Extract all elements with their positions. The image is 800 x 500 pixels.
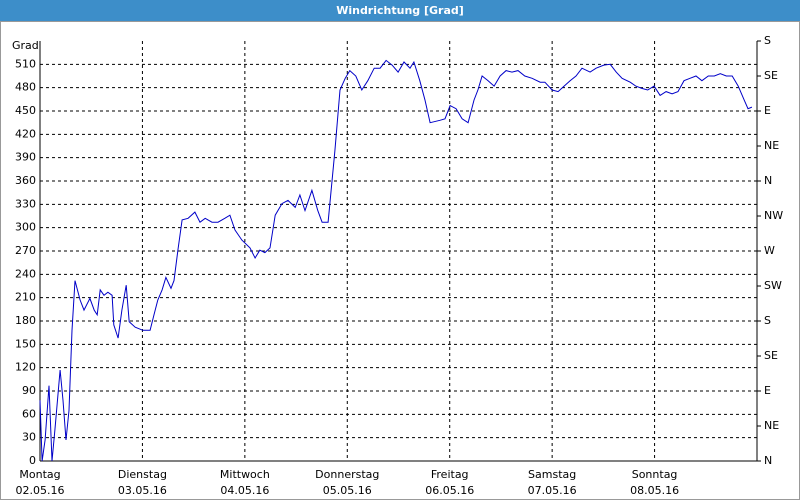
x-tick-label: Sonntag [632, 468, 678, 481]
x-tick-label: Samstag [528, 468, 576, 481]
y-tick-label: 420 [15, 127, 36, 140]
x-tick-label: Mittwoch [220, 468, 270, 481]
y2-tick-label: N [764, 454, 772, 467]
y-tick-label: 480 [15, 81, 36, 94]
y2-tick-label: NW [764, 209, 783, 222]
y2-tick-label: SE [764, 349, 778, 362]
y-tick-label: 390 [15, 151, 36, 164]
y-tick-label: 150 [15, 337, 36, 350]
x-tick-date: 04.05.16 [220, 484, 269, 497]
y2-tick-label: SE [764, 69, 778, 82]
y-tick-label: 270 [15, 244, 36, 257]
y-tick-label: 360 [15, 174, 36, 187]
y2-tick-label: S [764, 314, 771, 327]
x-tick-date: 05.05.16 [323, 484, 372, 497]
x-tick-date: 06.05.16 [425, 484, 474, 497]
x-tick-date: 08.05.16 [630, 484, 679, 497]
x-tick-date: 03.05.16 [118, 484, 167, 497]
y-tick-label: 180 [15, 314, 36, 327]
y2-tick-label: NE [764, 139, 779, 152]
y-tick-label: 90 [22, 384, 36, 397]
x-tick-date: 07.05.16 [528, 484, 577, 497]
y-tick-label: 450 [15, 104, 36, 117]
y2-tick-label: E [764, 384, 771, 397]
x-tick-label: Donnerstag [315, 468, 379, 481]
y-tick-label: 510 [15, 57, 36, 70]
y2-tick-label: N [764, 174, 772, 187]
y-tick-label: 300 [15, 221, 36, 234]
y2-tick-label: W [764, 244, 775, 257]
y-tick-label: 0 [29, 454, 36, 467]
title-bar: Windrichtung [Grad] [0, 0, 800, 21]
x-tick-label: Montag [19, 468, 60, 481]
y-tick-label: 240 [15, 267, 36, 280]
data-line [39, 59, 753, 462]
y2-tick-label: S [764, 34, 771, 47]
x-tick-label: Dienstag [118, 468, 167, 481]
x-tick-date: 02.05.16 [16, 484, 65, 497]
y2-tick-label: NE [764, 419, 779, 432]
y-axis-label: Grad [12, 39, 39, 52]
y-tick-label: 60 [22, 407, 36, 420]
y-tick-label: 330 [15, 197, 36, 210]
y-tick-label: 30 [22, 431, 36, 444]
y-tick-label: 210 [15, 291, 36, 304]
frame [0, 21, 800, 500]
y-tick-label: 120 [15, 361, 36, 374]
x-tick-label: Freitag [431, 468, 469, 481]
y2-tick-label: E [764, 104, 771, 117]
y2-tick-label: SW [764, 279, 782, 292]
